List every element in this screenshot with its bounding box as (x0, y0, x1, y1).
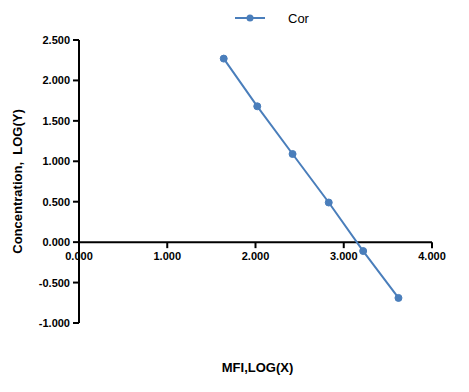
y-tick (73, 39, 79, 41)
y-tick-label: -0.500 (39, 277, 70, 289)
series-line (224, 59, 399, 298)
x-tick-label: 3.000 (330, 250, 358, 262)
y-tick (73, 120, 79, 122)
chart: -1.000 -0.500 0.000 0.500 1.000 1.500 2.000 2.5… (0, 0, 469, 392)
x-tick-label: 4.000 (418, 250, 446, 262)
series-marker (289, 151, 296, 158)
y-axis-line (78, 40, 80, 323)
x-tick (166, 242, 168, 248)
y-tick-label: 1.000 (42, 155, 70, 167)
y-tick-label: 2.000 (42, 74, 70, 86)
series-marker (360, 248, 367, 255)
x-tick (431, 242, 433, 248)
y-tick-label: 1.500 (42, 115, 70, 127)
series-marker (254, 103, 261, 110)
x-tick (343, 242, 345, 248)
x-axis-title: MFI,LOG(X) (222, 360, 294, 375)
x-tick-label: 1.000 (153, 250, 181, 262)
y-axis-title: Concentration, LOG(Y) (10, 109, 25, 253)
legend-label: Cor (288, 11, 310, 26)
y-tick-label: 0.000 (42, 236, 70, 248)
series-marker (395, 294, 402, 301)
y-tick (73, 201, 79, 203)
legend-marker (247, 15, 254, 22)
y-tick (73, 79, 79, 81)
y-tick-label: 2.500 (42, 34, 70, 46)
y-tick-label: 0.500 (42, 196, 70, 208)
series-marker (220, 55, 227, 62)
series-marker (325, 199, 332, 206)
x-tick-label: 2.000 (242, 250, 270, 262)
y-tick-label: -1.000 (39, 317, 70, 329)
y-tick (73, 160, 79, 162)
plot-area (220, 55, 402, 301)
x-tick-label: 0.000 (65, 250, 93, 262)
y-tick (73, 282, 79, 284)
y-tick (73, 322, 79, 324)
x-tick (78, 242, 80, 248)
x-tick (255, 242, 257, 248)
